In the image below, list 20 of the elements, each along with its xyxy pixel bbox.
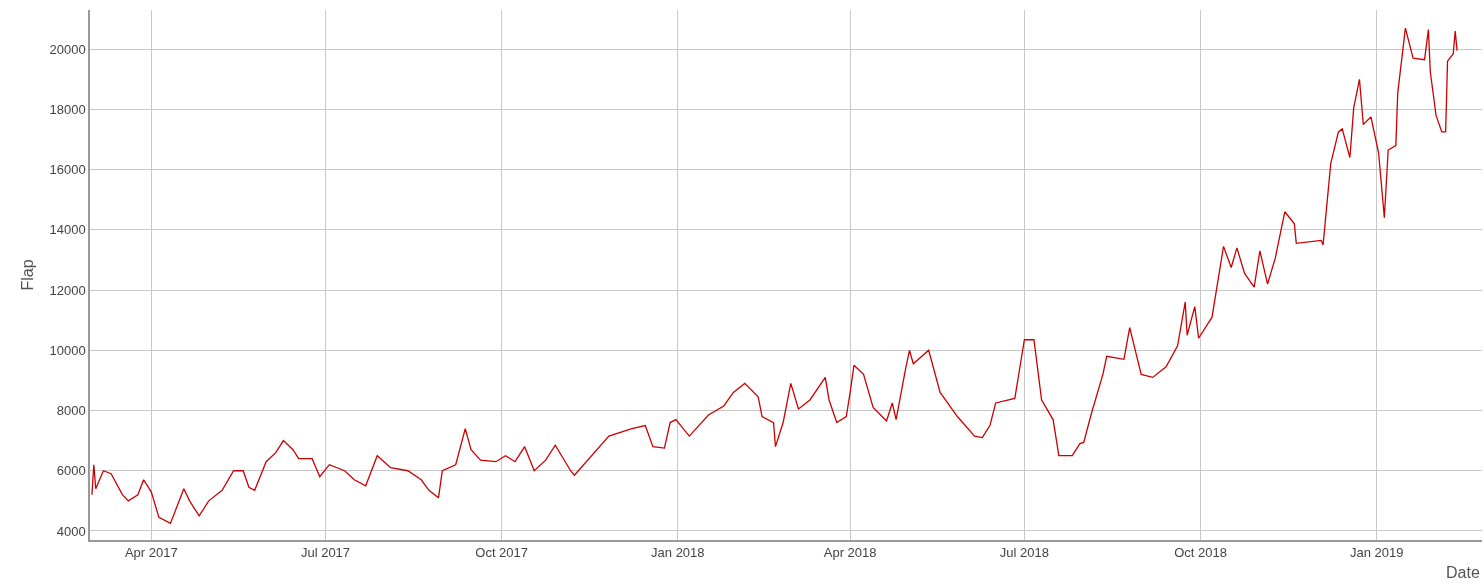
x-tick-label: Jan 2018 — [651, 545, 705, 561]
x-tick-label: Apr 2018 — [823, 545, 877, 561]
y-axis-title: Flap — [18, 259, 36, 291]
y-tick-label: 6000 — [56, 463, 86, 479]
x-tick-label: Oct 2018 — [1174, 545, 1227, 561]
y-tick-label: 16000 — [49, 162, 86, 178]
y-tick-label: 18000 — [49, 101, 86, 117]
y-tick-label: 14000 — [49, 222, 86, 238]
x-tick-label: Apr 2017 — [124, 545, 178, 561]
x-tick-label: Jul 2017 — [300, 545, 351, 561]
x-tick-label: Jan 2019 — [1349, 545, 1404, 561]
line-series — [91, 27, 1458, 525]
y-tick-label: 20000 — [49, 41, 86, 57]
y-tick-label: 8000 — [56, 403, 86, 419]
y-tick-label: 12000 — [49, 282, 86, 298]
y-tick-label: 10000 — [49, 342, 86, 358]
x-tick-label: Jul 2018 — [999, 545, 1049, 561]
y-tick-label: 4000 — [56, 523, 86, 539]
x-axis-title: Date — [1446, 564, 1480, 581]
x-tick-label: Oct 2017 — [475, 545, 529, 561]
